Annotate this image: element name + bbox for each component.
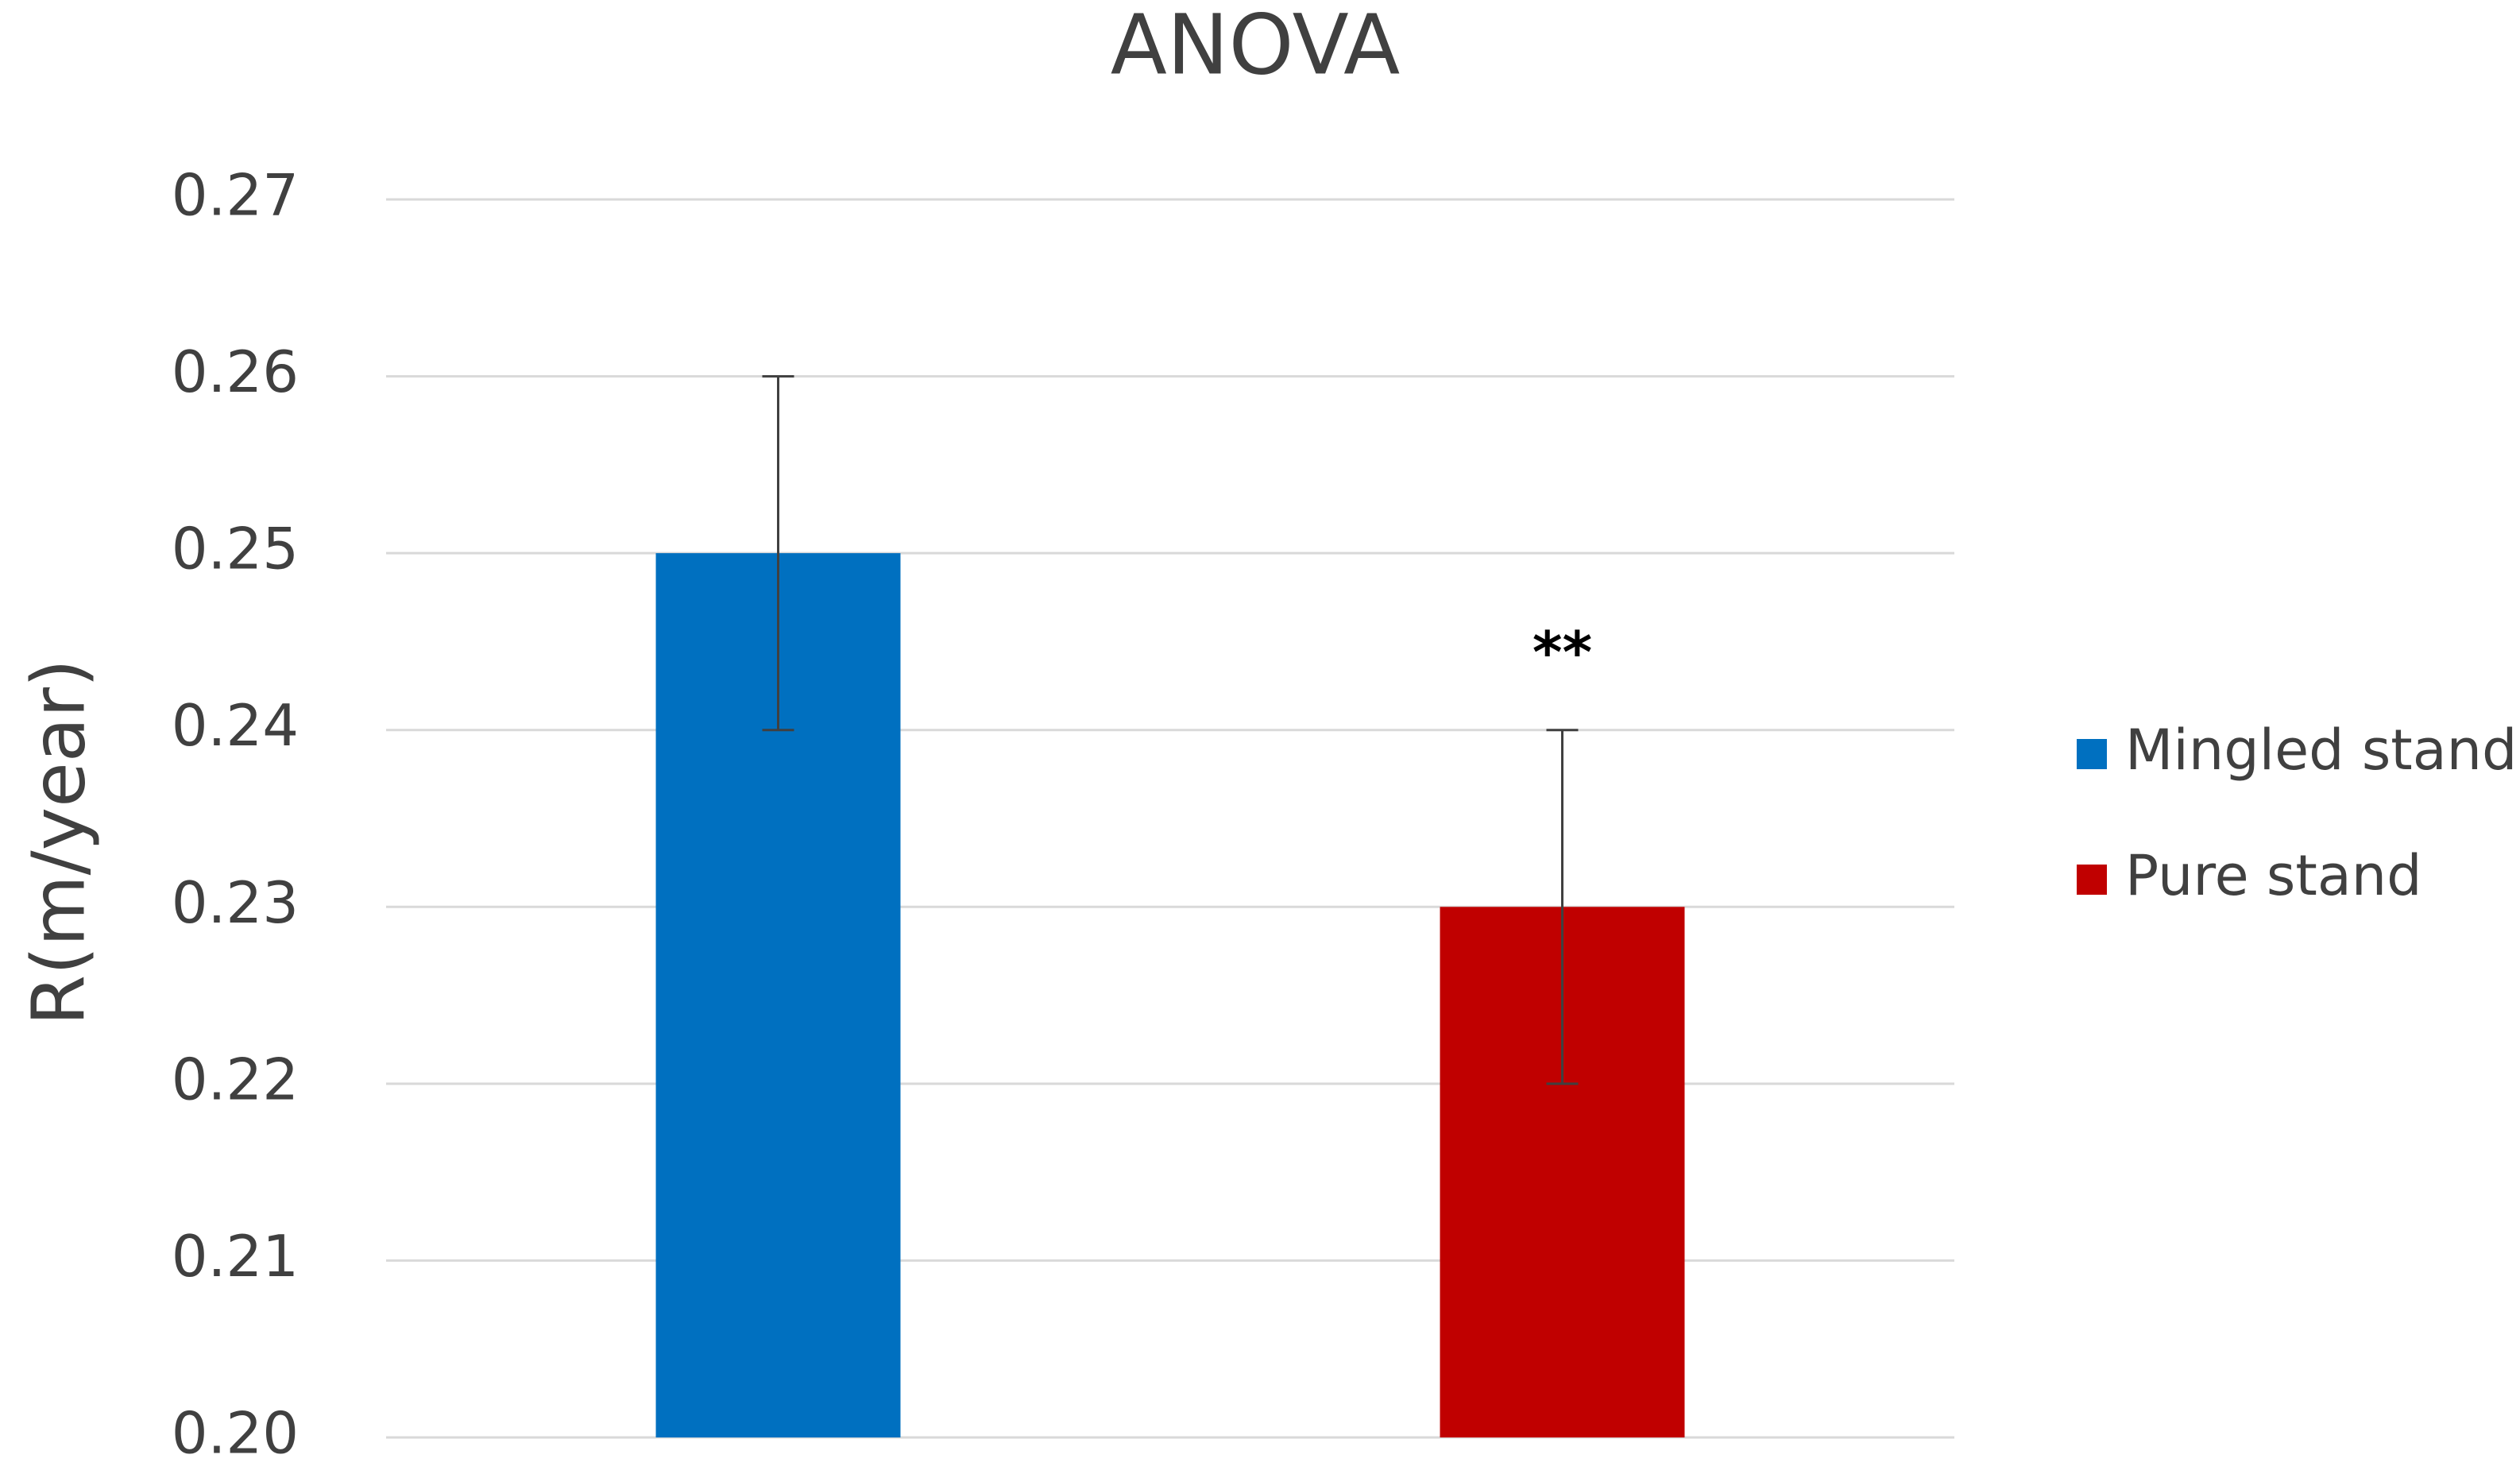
legend-label: Mingled stand (2125, 718, 2517, 783)
legend-swatch (2077, 865, 2107, 895)
y-tick-label: 0.26 (172, 339, 299, 405)
chart-title: ANOVA (1111, 0, 1401, 93)
y-axis-label: R(m/year) (16, 659, 101, 1026)
y-tick-label: 0.25 (172, 516, 299, 582)
legend-swatch (2077, 739, 2107, 769)
y-tick-label: 0.22 (172, 1046, 299, 1112)
y-tick-label: 0.21 (172, 1223, 299, 1290)
y-tick-label: 0.27 (172, 162, 299, 229)
y-tick-label: 0.23 (172, 869, 299, 936)
y-tick-label: 0.24 (172, 692, 299, 759)
y-tick-label: 0.20 (172, 1400, 299, 1467)
legend-label: Pure stand (2125, 843, 2422, 908)
annotation: ** (1532, 619, 1592, 686)
